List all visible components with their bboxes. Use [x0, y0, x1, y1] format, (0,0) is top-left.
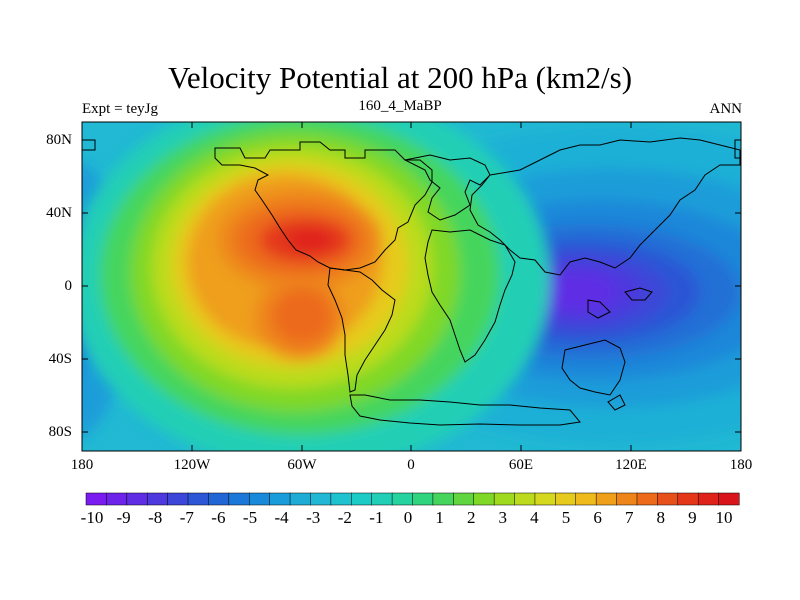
colorbar-swatch [677, 492, 699, 506]
x-tick-label: 120W [173, 457, 211, 473]
contour-field [82, 122, 741, 451]
colorbar-swatch [249, 492, 271, 506]
season-label: ANN [709, 101, 743, 117]
colorbar-swatch [146, 492, 169, 506]
colorbar-swatch [412, 492, 434, 506]
continent-outlines [82, 137, 741, 426]
colorbar-label: -4 [274, 508, 289, 527]
colorbar-label: 9 [688, 508, 697, 527]
colorbar-label: -6 [211, 508, 226, 527]
x-tick-label: 0 [407, 457, 415, 473]
colorbar-swatch [310, 492, 332, 506]
colorbar-swatch [473, 492, 495, 506]
colorbar-swatch [269, 492, 291, 506]
colorbar-label: 5 [561, 508, 571, 527]
colorbar-label: -10 [80, 508, 104, 527]
colorbar-swatch [534, 492, 556, 506]
colorbar-swatch [289, 492, 312, 506]
colorbar-swatch [228, 492, 250, 506]
colorbar-label: 10 [715, 508, 733, 527]
colorbar-swatch [106, 492, 128, 506]
colorbar-swatch [371, 492, 393, 506]
colorbar-swatch [616, 492, 638, 506]
colorbar-label: -8 [148, 508, 163, 527]
case-label: 160_4_MaBP [358, 98, 442, 114]
colorbar-swatch [718, 492, 740, 506]
colorbar-label: 1 [435, 508, 444, 527]
y-tick-label: 80N [46, 132, 72, 148]
colorbar-swatch [493, 492, 516, 506]
y-tick-label: 80S [48, 424, 72, 440]
x-tick-label: 60E [508, 457, 534, 473]
experiment-label: Expt = teyJg [82, 101, 158, 117]
x-tick-label: 60W [287, 457, 317, 473]
y-tick-label: 40N [46, 205, 72, 221]
colorbar-label: 4 [530, 508, 539, 527]
colorbar [85, 492, 740, 506]
x-tick-label: 180 [729, 457, 753, 473]
map-title: Velocity Potential at 200 hPa (km2/s) [167, 60, 633, 95]
y-tick-label: 0 [64, 278, 73, 294]
colorbar-swatch [391, 492, 414, 506]
colorbar-label: -3 [306, 508, 321, 527]
colorbar-label: -9 [116, 508, 131, 527]
colorbar-swatch [351, 492, 373, 506]
colorbar-swatch [514, 492, 536, 506]
colorbar-label: 8 [656, 508, 666, 527]
x-tick-label: 180 [70, 457, 94, 473]
colorbar-swatch [697, 492, 720, 506]
colorbar-label: 3 [498, 508, 508, 527]
colorbar-swatch [126, 492, 148, 506]
colorbar-label: 2 [466, 508, 476, 527]
colorbar-label: -1 [369, 508, 384, 527]
colorbar-label: -7 [179, 508, 194, 527]
colorbar-swatch [187, 492, 209, 506]
colorbar-swatch [555, 492, 577, 506]
y-tick-label: 40S [48, 351, 72, 367]
colorbar-label: -5 [242, 508, 258, 527]
colorbar-label: 0 [403, 508, 413, 527]
colorbar-label: 7 [624, 508, 634, 527]
axis-ticks [82, 122, 741, 451]
colorbar-label: 6 [593, 508, 602, 527]
colorbar-swatch [595, 492, 618, 506]
colorbar-swatch [85, 492, 107, 506]
colorbar-swatch [432, 492, 454, 506]
colorbar-swatch [575, 492, 597, 506]
colorbar-swatch [208, 492, 230, 506]
colorbar-swatch [636, 492, 658, 506]
x-tick-label: 120E [615, 457, 647, 473]
colorbar-swatch [453, 492, 475, 506]
colorbar-swatch [330, 492, 352, 506]
colorbar-label: -2 [337, 508, 352, 527]
colorbar-swatch [167, 492, 189, 506]
colorbar-swatch [657, 492, 679, 506]
